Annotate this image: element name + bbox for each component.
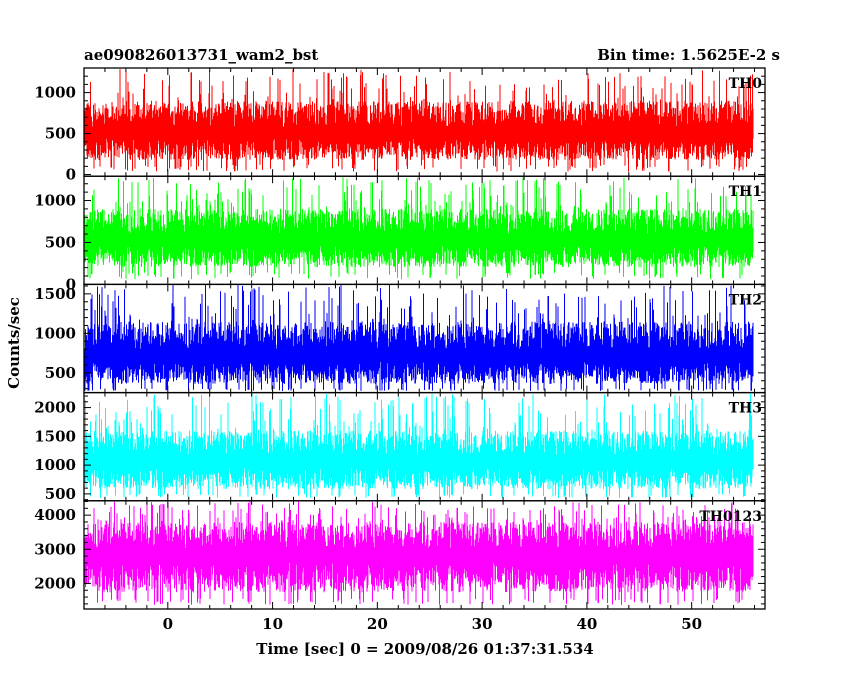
y-tick-label: 1000 (34, 84, 76, 102)
y-tick-label: 3000 (34, 540, 76, 558)
panel-th3: 500 1000 1500 2000 TH3 (34, 391, 766, 503)
panel-th2: 500 1000 1500 TH2 (34, 283, 766, 394)
chart-title: ae090826013731_wam2_bst (84, 46, 318, 64)
x-tick-label: 50 (681, 615, 702, 633)
panel-th1: 0 500 1000 TH1 (34, 175, 766, 293)
panel-label: TH1 (729, 184, 762, 200)
y-tick-label: 2000 (34, 574, 76, 592)
x-tick-labels: 0 10 20 30 40 50 (163, 615, 703, 633)
panel-th0: 0 500 1000 TH0 (34, 67, 766, 184)
y-tick-label: 500 (45, 364, 76, 382)
x-tick-label: 0 (163, 615, 173, 633)
y-tick-label: 500 (45, 233, 76, 251)
series-line-th2 (84, 284, 754, 391)
series-line-th1 (84, 177, 754, 280)
panel-label: TH0123 (699, 509, 762, 525)
bin-time-label: Bin time: 1.5625E-2 s (597, 46, 780, 64)
y-tick-label: 500 (45, 485, 76, 503)
y-tick-label: 1500 (34, 427, 76, 445)
series-line-th3 (84, 393, 754, 498)
panel-label: TH2 (729, 292, 762, 308)
panel-th0123: 2000 3000 4000 TH0123 (34, 500, 766, 610)
y-tick-label: 0 (66, 166, 76, 184)
series-line-th0 (84, 69, 754, 172)
y-axis-label: Counts/sec (5, 297, 23, 389)
x-axis-label: Time [sec] 0 = 2009/08/26 01:37:31.534 (256, 640, 593, 658)
panel-label: TH3 (729, 401, 762, 417)
x-tick-label: 20 (367, 615, 388, 633)
panel-label: TH0 (729, 76, 763, 92)
y-tick-label: 2000 (34, 399, 76, 417)
y-tick-label: 0 (66, 275, 76, 293)
x-tick-label: 40 (576, 615, 597, 633)
x-tick-label: 10 (262, 615, 283, 633)
y-tick-label: 1000 (34, 456, 76, 474)
series-line-th0123 (84, 501, 754, 605)
y-tick-label: 1000 (34, 324, 76, 342)
y-tick-label: 1000 (34, 192, 76, 210)
panels-group: 0 500 1000 TH0 0 500 1000 TH1 500 1000 1500 TH2 500 1… (34, 67, 766, 610)
y-tick-label: 4000 (34, 506, 76, 524)
y-tick-label: 1500 (34, 285, 76, 303)
x-tick-label: 30 (472, 615, 493, 633)
y-tick-label: 500 (45, 125, 76, 143)
panel-frame (83, 500, 766, 610)
